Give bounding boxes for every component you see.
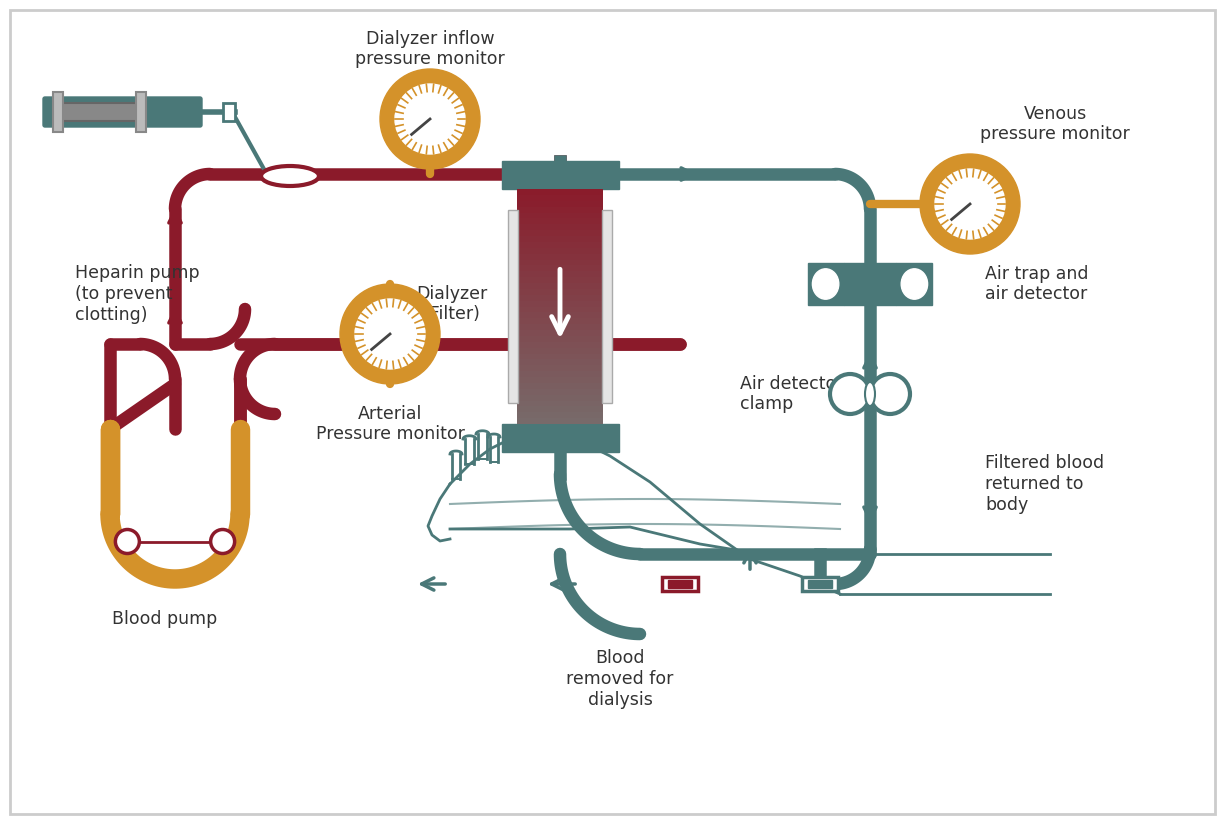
FancyBboxPatch shape xyxy=(517,306,603,312)
Text: Heparin pump
(to prevent
clotting): Heparin pump (to prevent clotting) xyxy=(75,265,200,324)
FancyBboxPatch shape xyxy=(897,263,932,305)
Text: Dialyzer inflow
pressure monitor: Dialyzer inflow pressure monitor xyxy=(355,30,505,68)
Text: Dialyzer
(Filter): Dialyzer (Filter) xyxy=(417,284,488,323)
Circle shape xyxy=(355,299,425,369)
Circle shape xyxy=(831,374,870,414)
FancyBboxPatch shape xyxy=(517,388,603,395)
FancyBboxPatch shape xyxy=(844,263,897,305)
FancyBboxPatch shape xyxy=(517,259,603,265)
FancyBboxPatch shape xyxy=(517,224,603,230)
FancyBboxPatch shape xyxy=(517,206,603,213)
FancyBboxPatch shape xyxy=(517,324,603,330)
FancyBboxPatch shape xyxy=(517,365,603,371)
FancyBboxPatch shape xyxy=(53,92,62,132)
FancyBboxPatch shape xyxy=(517,189,603,194)
FancyBboxPatch shape xyxy=(668,580,692,588)
FancyBboxPatch shape xyxy=(517,194,603,201)
Ellipse shape xyxy=(261,166,318,186)
FancyBboxPatch shape xyxy=(501,424,619,452)
FancyBboxPatch shape xyxy=(517,311,603,318)
FancyBboxPatch shape xyxy=(517,230,603,236)
Text: Blood pump: Blood pump xyxy=(113,610,218,628)
Wedge shape xyxy=(920,154,1020,254)
Wedge shape xyxy=(380,69,480,169)
FancyBboxPatch shape xyxy=(223,103,235,121)
FancyBboxPatch shape xyxy=(601,210,611,403)
FancyBboxPatch shape xyxy=(662,577,698,591)
FancyBboxPatch shape xyxy=(517,330,603,336)
FancyBboxPatch shape xyxy=(517,382,603,389)
Text: Air detector
clamp: Air detector clamp xyxy=(740,375,844,414)
FancyBboxPatch shape xyxy=(517,294,603,301)
FancyBboxPatch shape xyxy=(517,218,603,224)
FancyBboxPatch shape xyxy=(517,236,603,242)
FancyBboxPatch shape xyxy=(517,271,603,277)
Text: Venous
pressure monitor: Venous pressure monitor xyxy=(980,105,1129,143)
Ellipse shape xyxy=(812,269,839,299)
FancyBboxPatch shape xyxy=(517,371,603,377)
FancyBboxPatch shape xyxy=(501,161,619,189)
FancyBboxPatch shape xyxy=(517,253,603,260)
Text: Filtered blood
returned to
body: Filtered blood returned to body xyxy=(985,454,1104,514)
FancyBboxPatch shape xyxy=(517,247,603,254)
FancyBboxPatch shape xyxy=(517,277,603,283)
FancyBboxPatch shape xyxy=(517,347,603,353)
FancyBboxPatch shape xyxy=(517,412,603,418)
Circle shape xyxy=(935,169,1004,239)
FancyBboxPatch shape xyxy=(517,288,603,295)
FancyBboxPatch shape xyxy=(517,241,603,248)
FancyBboxPatch shape xyxy=(517,418,603,424)
FancyBboxPatch shape xyxy=(517,341,603,348)
FancyBboxPatch shape xyxy=(53,103,146,121)
Text: Arterial
Pressure monitor: Arterial Pressure monitor xyxy=(316,405,464,443)
FancyBboxPatch shape xyxy=(508,210,518,403)
FancyBboxPatch shape xyxy=(850,388,891,400)
FancyBboxPatch shape xyxy=(517,400,603,406)
Text: Air trap and
air detector: Air trap and air detector xyxy=(985,265,1089,303)
Circle shape xyxy=(870,374,910,414)
FancyBboxPatch shape xyxy=(517,212,603,218)
FancyBboxPatch shape xyxy=(517,377,603,383)
Circle shape xyxy=(394,84,466,154)
FancyBboxPatch shape xyxy=(517,200,603,207)
Ellipse shape xyxy=(902,269,927,299)
FancyBboxPatch shape xyxy=(517,335,603,342)
FancyBboxPatch shape xyxy=(136,92,146,132)
FancyBboxPatch shape xyxy=(517,406,603,412)
FancyBboxPatch shape xyxy=(517,300,603,307)
FancyBboxPatch shape xyxy=(808,580,832,588)
FancyBboxPatch shape xyxy=(517,318,603,324)
Ellipse shape xyxy=(865,382,875,406)
FancyBboxPatch shape xyxy=(43,97,202,127)
FancyBboxPatch shape xyxy=(517,394,603,400)
Circle shape xyxy=(211,530,235,554)
FancyBboxPatch shape xyxy=(517,265,603,271)
Wedge shape xyxy=(341,284,440,384)
FancyBboxPatch shape xyxy=(517,359,603,365)
FancyBboxPatch shape xyxy=(802,577,838,591)
Circle shape xyxy=(115,530,140,554)
FancyBboxPatch shape xyxy=(517,353,603,359)
Text: Blood
removed for
dialysis: Blood removed for dialysis xyxy=(566,649,674,709)
FancyBboxPatch shape xyxy=(807,263,844,305)
FancyBboxPatch shape xyxy=(517,283,603,289)
